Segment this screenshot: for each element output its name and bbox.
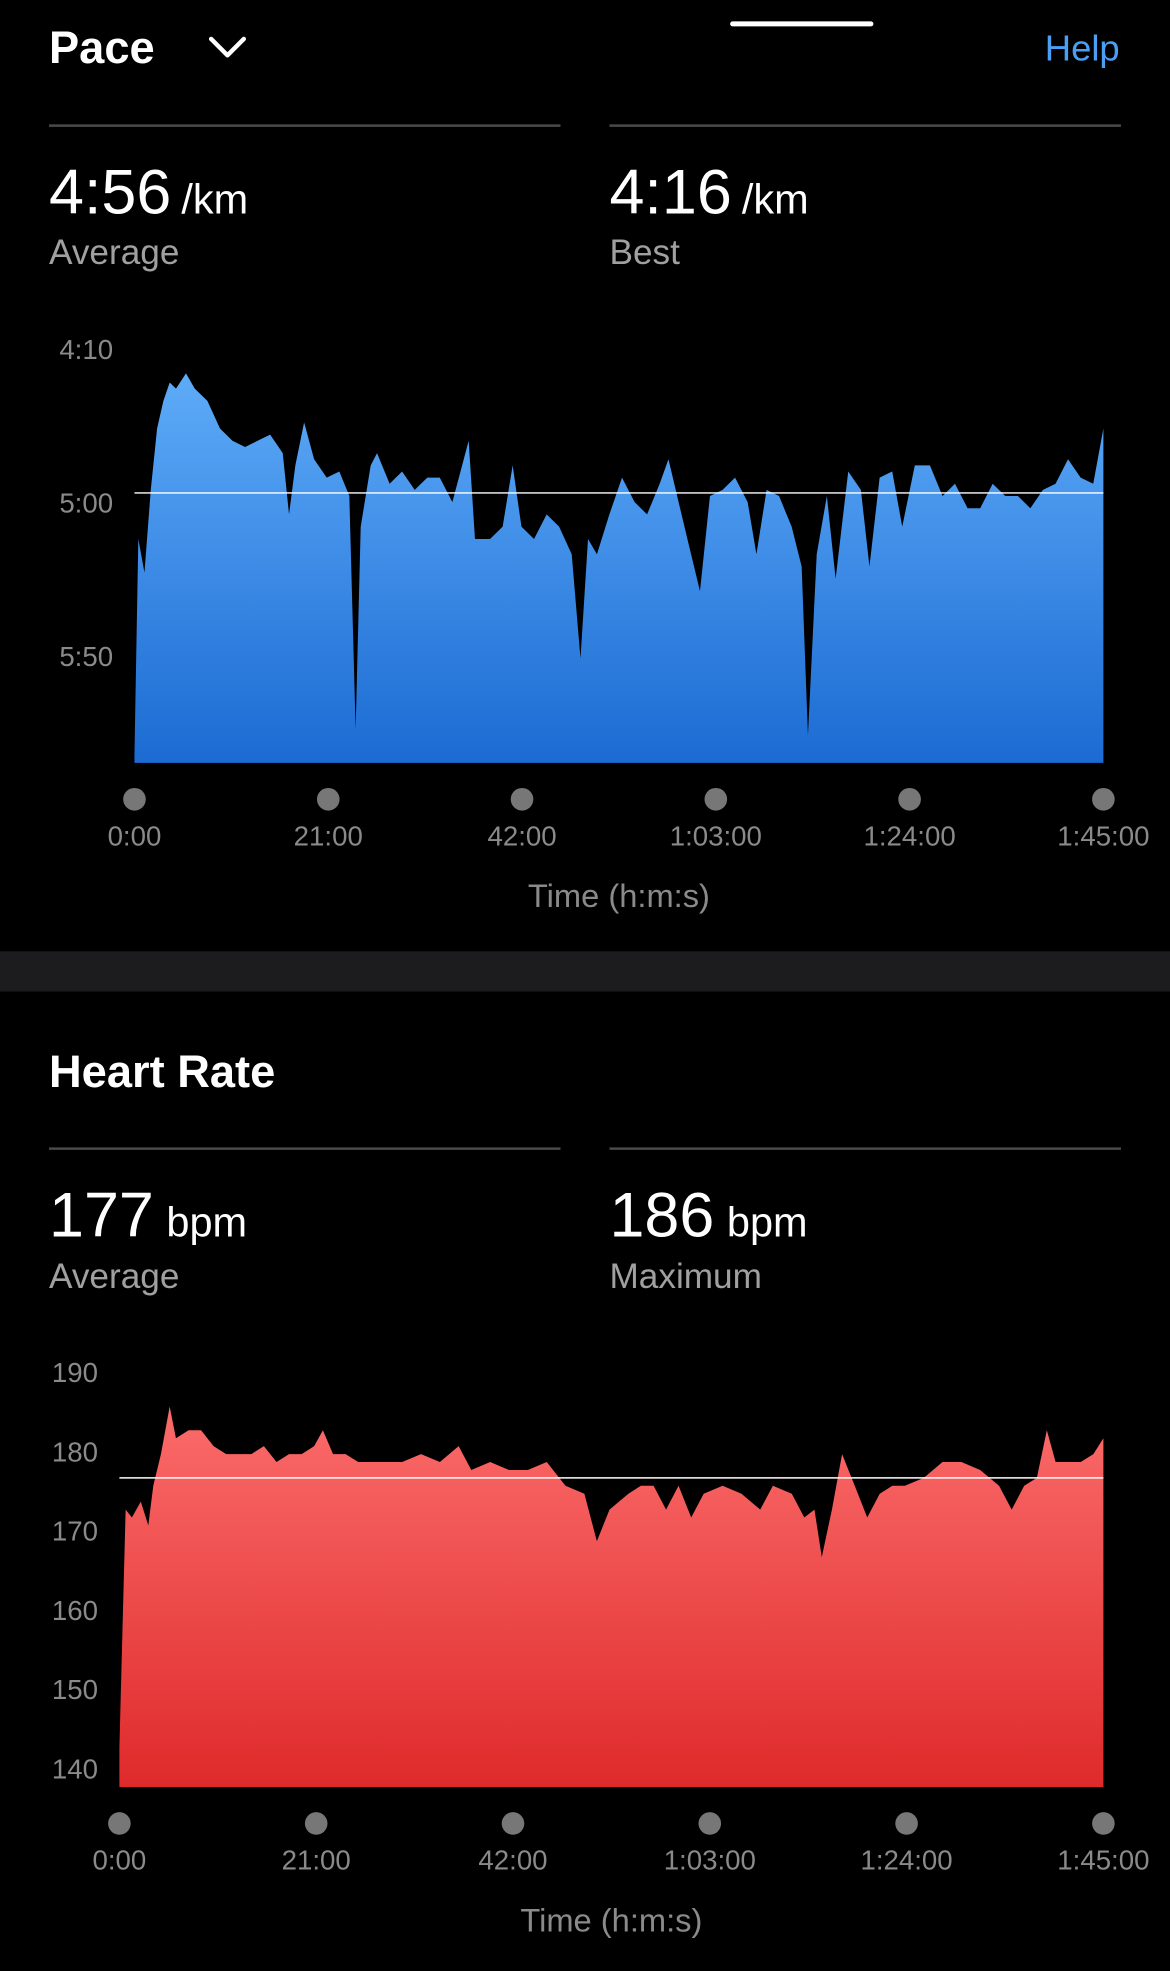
stat-number: 186 — [610, 1181, 715, 1251]
y-tick-label: 160 — [52, 1595, 98, 1626]
stat-value: 177 bpm — [49, 1181, 247, 1251]
x-tick-label: 0:00 — [93, 1845, 147, 1876]
x-tick-label: 42:00 — [478, 1845, 547, 1876]
stat-unit: /km — [742, 176, 809, 223]
x-tick-label: 1:45:00 — [1057, 821, 1149, 852]
x-tick-label: 21:00 — [294, 821, 363, 852]
x-tick-dot — [1092, 1812, 1115, 1835]
y-tick-label: 180 — [52, 1436, 98, 1467]
x-tick-dot — [898, 787, 921, 811]
x-tick-dot — [304, 1812, 328, 1835]
x-tick-dot — [704, 787, 728, 811]
x-tick-dot — [501, 1812, 525, 1835]
x-axis-title: Time (h:m:s) — [520, 1901, 702, 1938]
y-tick-label: 190 — [52, 1357, 98, 1388]
x-tick-dot — [316, 787, 340, 811]
x-tick-label: 1:24:00 — [864, 821, 956, 852]
stat-unit: bpm — [166, 1199, 247, 1246]
stat-unit: /km — [181, 176, 248, 223]
y-tick-label: 4:10 — [59, 334, 113, 365]
drag-handle[interactable] — [730, 21, 874, 27]
stat-value: 4:16/km — [610, 158, 809, 228]
x-tick-label: 1:45:00 — [1057, 1845, 1149, 1876]
stat-label: Maximum — [610, 1257, 762, 1296]
x-tick-dot — [510, 787, 534, 811]
y-tick-label: 140 — [52, 1753, 98, 1784]
x-tick-dot — [698, 1812, 722, 1835]
x-tick-label: 1:03:00 — [664, 1845, 756, 1876]
y-tick-label: 5:50 — [59, 641, 113, 672]
x-tick-dot — [1092, 787, 1115, 811]
section-separator — [0, 951, 1170, 992]
y-tick-label: 5:00 — [59, 488, 113, 519]
x-tick-label: 0:00 — [108, 821, 162, 852]
x-tick-dot — [108, 1812, 131, 1835]
metric-title[interactable]: Pace — [49, 22, 155, 73]
y-tick-label: 170 — [52, 1516, 98, 1547]
dropdown-chevron[interactable] — [208, 36, 247, 58]
stat-number: 177 — [49, 1181, 154, 1251]
stat-value: 186 bpm — [610, 1181, 808, 1251]
stat-label: Best — [610, 233, 681, 272]
x-tick-label: 1:03:00 — [670, 821, 762, 852]
help-link[interactable]: Help — [1045, 27, 1120, 68]
x-tick-label: 42:00 — [487, 821, 556, 852]
stat-number: 4:56 — [49, 158, 171, 228]
stat-unit: bpm — [727, 1199, 808, 1246]
y-tick-label: 150 — [52, 1674, 98, 1705]
stat-label: Average — [49, 1257, 179, 1296]
x-tick-label: 1:24:00 — [861, 1845, 953, 1876]
section-title: Heart Rate — [49, 1046, 275, 1097]
area — [119, 1406, 1104, 1788]
stat-label: Average — [49, 233, 179, 272]
stat-number: 4:16 — [610, 158, 732, 228]
area — [134, 373, 1104, 763]
stat-value: 4:56/km — [49, 158, 248, 228]
x-axis-title: Time (h:m:s) — [528, 877, 710, 914]
x-tick-dot — [123, 787, 146, 811]
x-tick-label: 21:00 — [282, 1845, 351, 1876]
x-tick-dot — [895, 1812, 918, 1835]
